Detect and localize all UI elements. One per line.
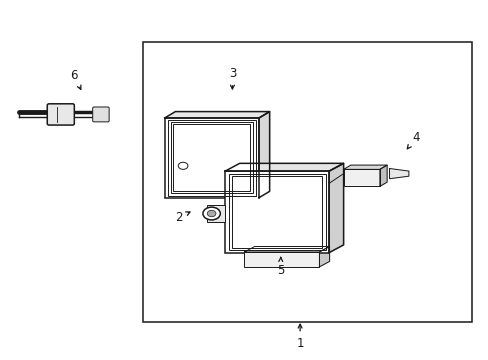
Polygon shape (244, 247, 329, 252)
Polygon shape (319, 247, 329, 267)
Bar (228, 174, 325, 250)
Bar (164, 118, 259, 198)
Text: 4: 4 (407, 131, 419, 149)
FancyBboxPatch shape (93, 107, 109, 122)
Bar (173, 124, 250, 192)
Polygon shape (224, 163, 343, 171)
Bar (206, 205, 224, 222)
Bar (224, 171, 328, 253)
Text: 2: 2 (175, 211, 190, 224)
Bar (244, 252, 319, 267)
Bar (231, 176, 322, 248)
Bar (142, 42, 471, 322)
Bar (170, 122, 253, 193)
Circle shape (207, 210, 216, 217)
Polygon shape (259, 112, 269, 198)
Bar (167, 120, 256, 195)
FancyBboxPatch shape (47, 104, 74, 125)
Text: 6: 6 (70, 69, 81, 89)
Text: 3: 3 (228, 67, 236, 89)
Text: 5: 5 (277, 257, 284, 277)
Bar (343, 169, 379, 186)
Polygon shape (389, 168, 408, 179)
Polygon shape (328, 163, 343, 253)
Polygon shape (343, 165, 386, 169)
Circle shape (203, 207, 220, 220)
Text: 1: 1 (296, 324, 303, 350)
Polygon shape (379, 165, 386, 186)
Polygon shape (164, 112, 269, 118)
